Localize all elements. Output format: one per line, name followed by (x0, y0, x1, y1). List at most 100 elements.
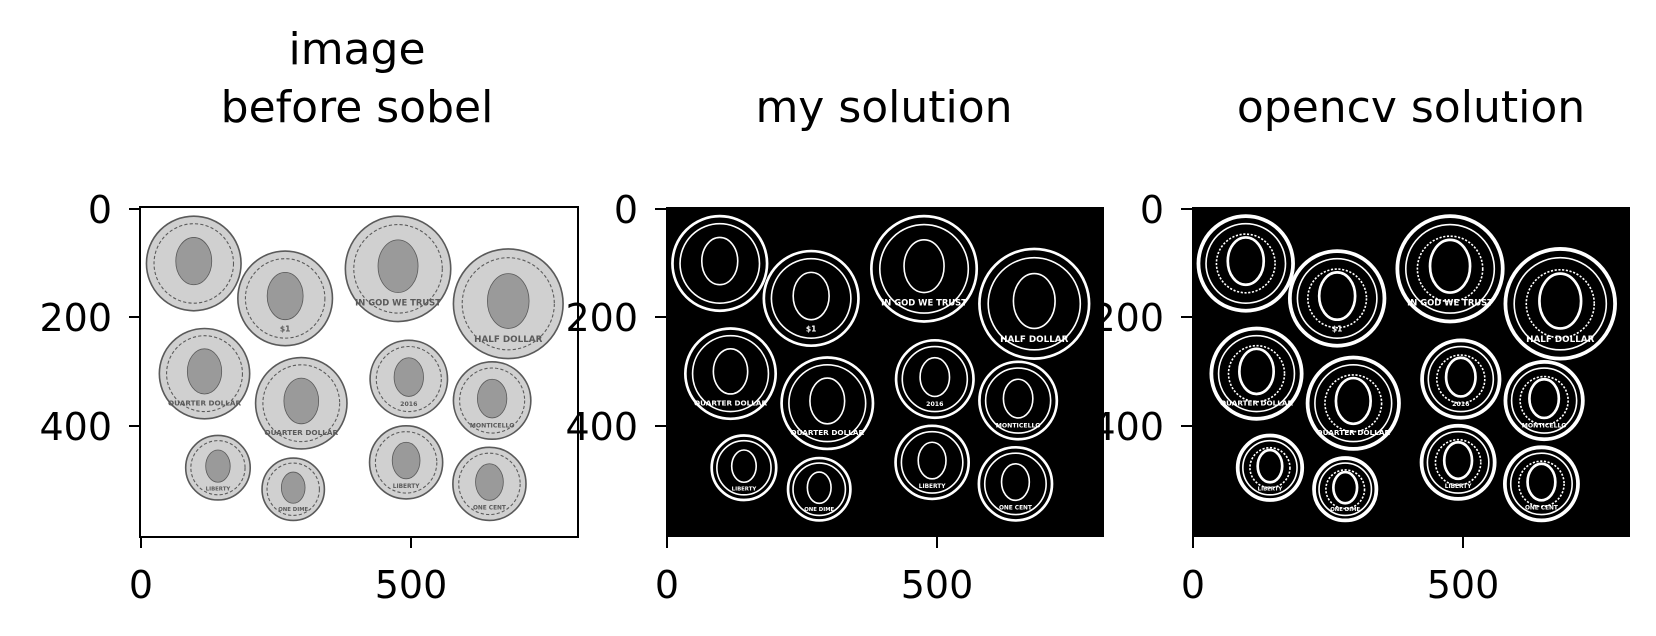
coin-motif (283, 377, 320, 425)
coin-detail-ring (1307, 268, 1368, 329)
coin-detail-ring (1517, 460, 1565, 508)
x-tick-label: 500 (375, 563, 448, 607)
coin-inner-ring (1314, 364, 1393, 443)
x-tick-label: 500 (901, 563, 974, 607)
coin-inner-ring (788, 364, 867, 443)
coin-inner-ring (458, 452, 521, 516)
coin-motif (1538, 272, 1583, 330)
coin-inner-ring (244, 258, 326, 339)
coin-engraving: ONE CENT (473, 505, 506, 511)
coin-liberty-dollar: $1 (237, 250, 334, 347)
coin-rim (1196, 214, 1295, 313)
coin-inner-ring (1427, 345, 1495, 413)
coin-rim (1287, 249, 1387, 348)
coin-dime-torch: ONE DIME (786, 456, 852, 522)
coin-detail-ring (1434, 438, 1482, 486)
coin-inner-ring (1513, 256, 1608, 351)
coin-penny-shield: ONE CENT (977, 445, 1054, 522)
coin-detail-ring (1324, 374, 1383, 433)
coin-detail-ring (1215, 233, 1276, 294)
coin-engraving: QUARTER DOLLAR (1220, 398, 1293, 407)
coin-rim (780, 356, 875, 451)
coin-rim (1420, 338, 1502, 420)
coin-engraving: 2016 (400, 401, 417, 408)
panel-title: my solution (755, 82, 1012, 133)
panel-original: image before sobel $1 IN GOD WE TRUST HALF… (39, 24, 579, 607)
coin-motif (477, 378, 508, 419)
y-tick-label: 400 (39, 405, 112, 449)
coin-rim (870, 214, 979, 323)
coin-nickel-head: 2016 (894, 338, 975, 420)
coin-motif (903, 239, 945, 294)
coin-engraving: QUARTER DOLLAR (694, 398, 767, 407)
coin-quarter-head: QUARTER DOLLAR (158, 327, 251, 420)
coin-penny-shield: ONE CENT (1503, 445, 1580, 523)
coin-motif (806, 471, 832, 505)
coin-liberty-dollar: $1 (1287, 249, 1387, 348)
coin-motif (792, 271, 830, 321)
coin-inner-ring (1426, 430, 1490, 494)
coin-inner-ring (1205, 222, 1287, 304)
image-area-my-solution: $1 IN GOD WE TRUST HALF DOLLAR QUARTER DOLL… (666, 207, 1104, 537)
coin-dime-torch: ONE DIME (261, 457, 326, 522)
coin-engraving: $1 (806, 325, 817, 334)
coin-inner-ring (901, 345, 969, 413)
coin-penny-head: LIBERTY (368, 424, 444, 500)
coin-rim (1503, 445, 1580, 523)
coin-rim (762, 249, 860, 348)
coin-motif (205, 449, 231, 483)
coin-motif (1000, 462, 1031, 502)
coin-rim (671, 214, 769, 313)
y-tick-label: 400 (1091, 405, 1164, 449)
y-tick-label: 200 (1091, 296, 1164, 340)
coin-inner-ring (770, 257, 852, 339)
axes-frame (139, 206, 579, 538)
coin-rim (684, 327, 778, 421)
coin-motif (1444, 356, 1477, 398)
coin-engraving: QUARTER DOLLAR (790, 428, 864, 437)
coin-engraving: $1 (280, 325, 291, 334)
coin-engraving: LIBERTY (1445, 484, 1473, 490)
coin-engraving: $1 (1332, 325, 1343, 334)
coin-engraving: IN GOD WE TRUST (355, 298, 441, 308)
coin-penny-shield: ONE CENT (452, 446, 527, 522)
coin-motif (1256, 448, 1284, 484)
coin-engraving: IN GOD WE TRUST (1407, 298, 1493, 308)
coin-inner-ring (166, 335, 243, 413)
coin-kennedy-half: IN GOD WE TRUST (1395, 214, 1505, 324)
coin-detail-ring (1249, 446, 1291, 489)
coin-motif (1334, 376, 1372, 426)
coin-motif (809, 377, 846, 425)
panel-title-line-2: before sobel (221, 82, 494, 133)
coin-inner-ring (900, 430, 964, 494)
coin-rim (1312, 456, 1379, 523)
coin-nickel-head: 2016 (369, 339, 449, 419)
image-background (666, 207, 1104, 537)
coin-motif (1012, 272, 1056, 330)
coin-half-dollar-eagle: HALF DOLLAR (1503, 247, 1617, 361)
coin-engraving: QUARTER DOLLAR (1316, 428, 1390, 437)
panel-title-line-1: image (288, 24, 425, 75)
coin-inner-ring (266, 462, 320, 516)
coin-inner-ring (792, 462, 847, 517)
coin-inner-ring (353, 224, 443, 314)
coin-liberty-dollar: $1 (762, 249, 860, 348)
coin-motif (1226, 236, 1266, 287)
coin-rim (977, 445, 1054, 522)
coin-inner-ring (679, 222, 761, 304)
coin-engraving: ONE DIME (1330, 507, 1360, 513)
coin-rim (1209, 326, 1304, 421)
coin-engraving: LIBERTY (1258, 486, 1283, 492)
coin-motif (1528, 377, 1561, 420)
coin-inner-ring (1242, 439, 1298, 496)
coin-dime-head: LIBERTY (710, 434, 778, 502)
coin-dime-torch: ONE DIME (1312, 456, 1379, 523)
coin-motif (730, 449, 758, 484)
y-tick-label: 400 (565, 405, 638, 449)
panel-opencv-solution: opencv solution $1 IN GOD WE TRUST HALF DO… (1091, 82, 1630, 607)
coin-engraving: LIBERTY (732, 486, 757, 492)
coin-rim (978, 360, 1059, 441)
coin-engraving: HALF DOLLAR (1000, 335, 1068, 345)
coin-rim (1503, 359, 1585, 442)
coin-inner-ring (1318, 462, 1373, 517)
